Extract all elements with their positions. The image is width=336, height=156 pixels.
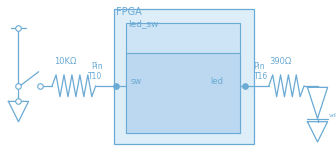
Text: Pin
T10: Pin T10 xyxy=(88,62,102,81)
Bar xyxy=(126,23,240,133)
Text: sw: sw xyxy=(131,77,142,86)
Text: 390Ω: 390Ω xyxy=(269,56,292,66)
Text: 10KΩ: 10KΩ xyxy=(54,56,77,66)
Text: led_sw: led_sw xyxy=(128,20,158,29)
Text: vd: vd xyxy=(329,113,336,118)
Text: Pin
T16: Pin T16 xyxy=(254,62,268,81)
Text: FPGA: FPGA xyxy=(116,7,142,17)
Bar xyxy=(114,9,254,144)
Bar xyxy=(126,53,240,133)
Text: led: led xyxy=(210,77,223,86)
